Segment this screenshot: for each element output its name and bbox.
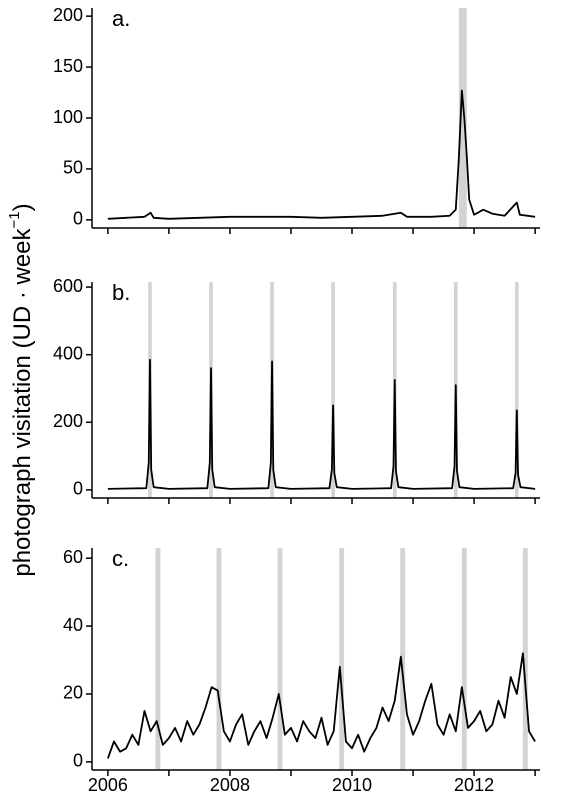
shaded-span — [277, 548, 283, 770]
panel-label: b. — [112, 280, 130, 305]
y-tick-label: 40 — [63, 615, 83, 635]
y-axis-label-superscript: −1 — [6, 211, 23, 228]
y-tick-label: 0 — [73, 209, 83, 229]
shaded-span — [514, 282, 519, 498]
panel-label: a. — [112, 6, 130, 31]
shaded-span — [331, 282, 335, 498]
shaded-span — [400, 548, 406, 770]
y-axis-label: photograph visitation (UD · week−1) — [6, 203, 36, 576]
y-tick-label: 100 — [53, 107, 83, 127]
x-tick-label: 2008 — [210, 775, 250, 795]
shaded-span — [458, 8, 467, 228]
y-axis-label-main: photograph visitation (UD · week — [9, 227, 36, 576]
y-tick-label: 400 — [53, 343, 83, 363]
y-tick-label: 600 — [53, 276, 83, 296]
y-tick-label: 0 — [73, 479, 83, 499]
x-tick-label: 2006 — [88, 775, 128, 795]
x-tick-label: 2012 — [454, 775, 494, 795]
panel-label: c. — [112, 546, 129, 571]
y-tick-label: 200 — [53, 5, 83, 25]
x-tick-label: 2010 — [332, 775, 372, 795]
y-tick-label: 150 — [53, 56, 83, 76]
shaded-span — [461, 548, 467, 770]
series-line — [107, 652, 536, 759]
y-tick-label: 20 — [63, 683, 83, 703]
y-tick-label: 0 — [73, 751, 83, 771]
shaded-span — [216, 548, 222, 770]
series-line — [107, 358, 536, 490]
y-tick-label: 200 — [53, 411, 83, 431]
shaded-span — [155, 548, 161, 770]
series-line — [107, 89, 536, 220]
y-axis-label-end: ) — [9, 203, 36, 211]
shaded-span — [522, 548, 528, 770]
y-tick-label: 60 — [63, 547, 83, 567]
shaded-span — [339, 548, 345, 770]
y-tick-label: 50 — [63, 158, 83, 178]
